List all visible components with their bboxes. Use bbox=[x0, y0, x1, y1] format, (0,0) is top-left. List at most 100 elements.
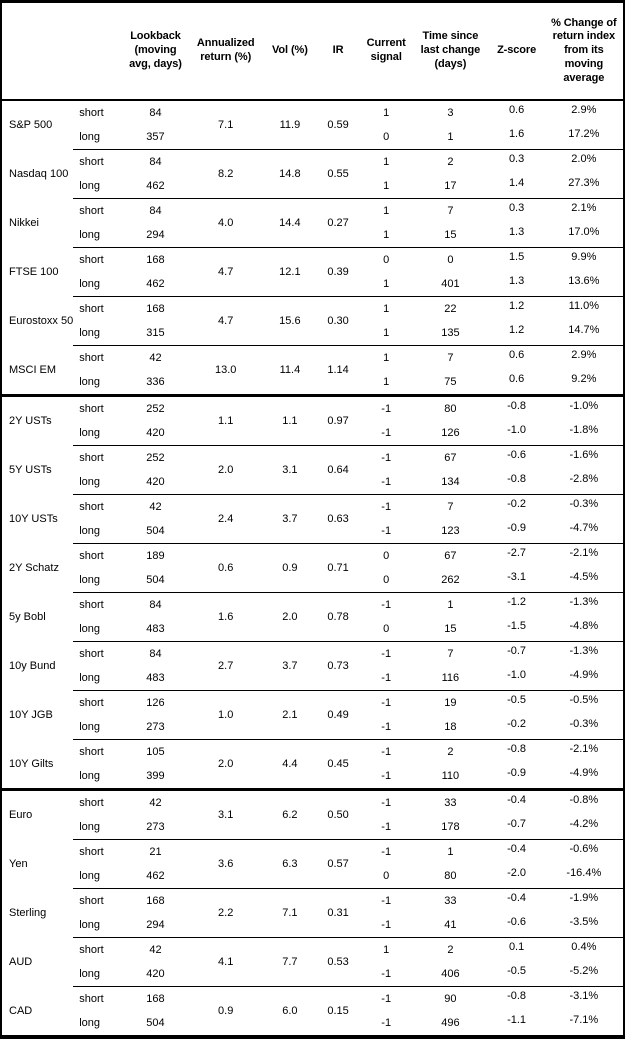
ir-cell: 0.15 bbox=[315, 986, 361, 1037]
vol-cell: 6.2 bbox=[263, 788, 316, 840]
table-row: MSCI EM short 42 13.0 11.4 1.14 1 7 0.6 2.9% bbox=[1, 345, 624, 396]
pct-change-cell: -0.8% bbox=[544, 788, 624, 815]
pct-change-cell: -3.5% bbox=[569, 916, 599, 928]
instrument-name-cell: Sterling bbox=[9, 907, 47, 919]
leg-label-cell: long bbox=[79, 525, 101, 537]
time-since-change-cell: 90 bbox=[412, 986, 489, 1011]
z-score-cell: -0.8 bbox=[488, 739, 545, 764]
table-row: long 294 -1 41 -0.6 -3.5% bbox=[1, 913, 624, 938]
table-row: long 294 1 15 1.3 17.0% bbox=[1, 223, 624, 248]
leg-label-cell: short bbox=[73, 296, 124, 321]
signal-cell: -1 bbox=[360, 592, 413, 617]
pct-change-cell: 17.0% bbox=[568, 226, 600, 238]
time-since-change-cell: 496 bbox=[441, 1017, 460, 1029]
lookback-cell: 42 bbox=[123, 345, 188, 370]
table-row: 10Y JGB short 126 1.0 2.1 0.49 -1 19 -0.5 -0.5% bbox=[1, 690, 624, 740]
signal-cell: 0 bbox=[383, 870, 390, 882]
signal-cell: 0 bbox=[383, 623, 390, 635]
leg-label-cell: short bbox=[73, 986, 124, 1011]
table-row: long 462 1 17 1.4 27.3% bbox=[1, 174, 624, 199]
pct-change-cell: -4.2% bbox=[569, 818, 599, 830]
time-since-change-cell: 401 bbox=[441, 278, 460, 290]
lookback-cell: 315 bbox=[146, 327, 165, 339]
z-score-cell: 0.6 bbox=[508, 104, 525, 116]
table-row: Nikkei short 84 4.0 14.4 0.27 1 7 0.3 2.1% bbox=[1, 198, 624, 248]
lookback-cell: 168 bbox=[123, 986, 188, 1011]
signal-cell: -1 bbox=[381, 1017, 392, 1029]
instrument-name-cell: 10Y Gilts bbox=[9, 757, 54, 770]
ir-cell: 0.59 bbox=[327, 119, 349, 131]
annualized-return-cell: 1.1 bbox=[187, 394, 264, 446]
signal-cell: -1 bbox=[360, 788, 413, 815]
leg-label-cell: short bbox=[73, 247, 124, 272]
time-since-change-cell: 2 bbox=[412, 149, 489, 174]
table-row: long 357 0 1 1.6 17.2% bbox=[1, 125, 624, 150]
table-row: AUD short 42 4.1 7.7 0.53 1 2 0.1 0.4% bbox=[1, 937, 624, 987]
leg-label-cell: short bbox=[73, 543, 124, 568]
pct-change-cell: 13.6% bbox=[568, 275, 600, 287]
time-since-change-cell: 116 bbox=[441, 672, 460, 684]
instrument-name-cell: 10Y JGB bbox=[9, 709, 53, 721]
vol-cell: 1.1 bbox=[263, 394, 316, 446]
lookback-cell: 84 bbox=[123, 592, 188, 617]
pct-change-cell: -0.3% bbox=[544, 494, 624, 519]
lookback-cell: 420 bbox=[146, 968, 165, 980]
annualized-return-cell: 2.4 bbox=[187, 494, 264, 544]
signal-cell: -1 bbox=[360, 690, 413, 715]
instrument-name-cell: Euro bbox=[1, 788, 74, 840]
pct-change-cell: 11.0% bbox=[544, 296, 624, 321]
lookback-cell: 294 bbox=[146, 229, 165, 241]
time-since-change-cell: 0 bbox=[412, 247, 489, 272]
header-time-since-change: Time since last change (days) bbox=[412, 1, 489, 101]
signal-cell: -1 bbox=[360, 839, 413, 864]
time-since-change-cell: 18 bbox=[444, 721, 457, 733]
lookback-cell: 252 bbox=[123, 445, 188, 470]
z-score-cell: -0.7 bbox=[507, 818, 527, 830]
leg-label-cell: short bbox=[73, 394, 124, 421]
time-since-change-cell: 67 bbox=[412, 445, 489, 470]
leg-label-cell: long bbox=[79, 476, 101, 488]
ir-cell: 0.45 bbox=[315, 739, 361, 790]
annualized-return-cell: 4.7 bbox=[187, 296, 264, 346]
z-score-cell: 0.6 bbox=[508, 373, 525, 385]
table-row: Eurostoxx 50 short 168 4.7 15.6 0.30 1 22 1.2 11.… bbox=[1, 296, 624, 346]
ir-cell: 0.78 bbox=[315, 592, 361, 642]
annualized-return-cell: 2.7 bbox=[187, 641, 264, 691]
annualized-return-cell: 1.6 bbox=[187, 592, 264, 642]
instrument-name-cell: CAD bbox=[9, 1004, 33, 1017]
lookback-cell: 420 bbox=[146, 476, 165, 488]
pct-change-cell: 27.3% bbox=[568, 177, 600, 189]
leg-label-cell: short bbox=[73, 345, 124, 370]
pct-change-cell: -1.3% bbox=[544, 641, 624, 666]
z-score-cell: 1.4 bbox=[508, 177, 525, 189]
leg-label-cell: long bbox=[79, 131, 101, 143]
table-row: Nasdaq 100 short 84 8.2 14.8 0.55 1 2 0.3 2.0% bbox=[1, 149, 624, 199]
lookback-cell: 126 bbox=[123, 690, 188, 715]
time-since-change-cell: 15 bbox=[444, 229, 457, 241]
z-score-cell: -3.1 bbox=[507, 571, 527, 583]
header-instrument bbox=[1, 1, 74, 101]
leg-label-cell: long bbox=[79, 427, 101, 439]
table-row: long 273 -1 18 -0.2 -0.3% bbox=[1, 715, 624, 740]
time-since-change-cell: 19 bbox=[412, 690, 489, 715]
annualized-return-cell: 4.0 bbox=[187, 198, 264, 248]
time-since-change-cell: 7 bbox=[412, 494, 489, 519]
lookback-cell: 42 bbox=[123, 494, 188, 519]
annualized-return-cell: 2.2 bbox=[187, 888, 264, 938]
lookback-cell: 399 bbox=[146, 770, 165, 782]
vol-cell: 6.0 bbox=[263, 986, 316, 1037]
lookback-cell: 483 bbox=[146, 623, 165, 635]
time-since-change-cell: 22 bbox=[412, 296, 489, 321]
z-score-cell: 0.3 bbox=[488, 149, 545, 174]
time-since-change-cell: 2 bbox=[412, 937, 489, 962]
annualized-return-cell: 3.1 bbox=[187, 788, 264, 840]
lookback-cell: 504 bbox=[146, 574, 165, 586]
leg-label-cell: short bbox=[73, 739, 124, 764]
signal-cell: 0 bbox=[383, 131, 390, 143]
signal-cell: 1 bbox=[383, 107, 390, 119]
lookback-cell: 462 bbox=[146, 278, 165, 290]
lookback-cell: 462 bbox=[146, 870, 165, 882]
lookback-cell: 462 bbox=[146, 180, 165, 192]
signal-cell: -1 bbox=[360, 641, 413, 666]
ir-cell: 0.73 bbox=[315, 641, 361, 691]
